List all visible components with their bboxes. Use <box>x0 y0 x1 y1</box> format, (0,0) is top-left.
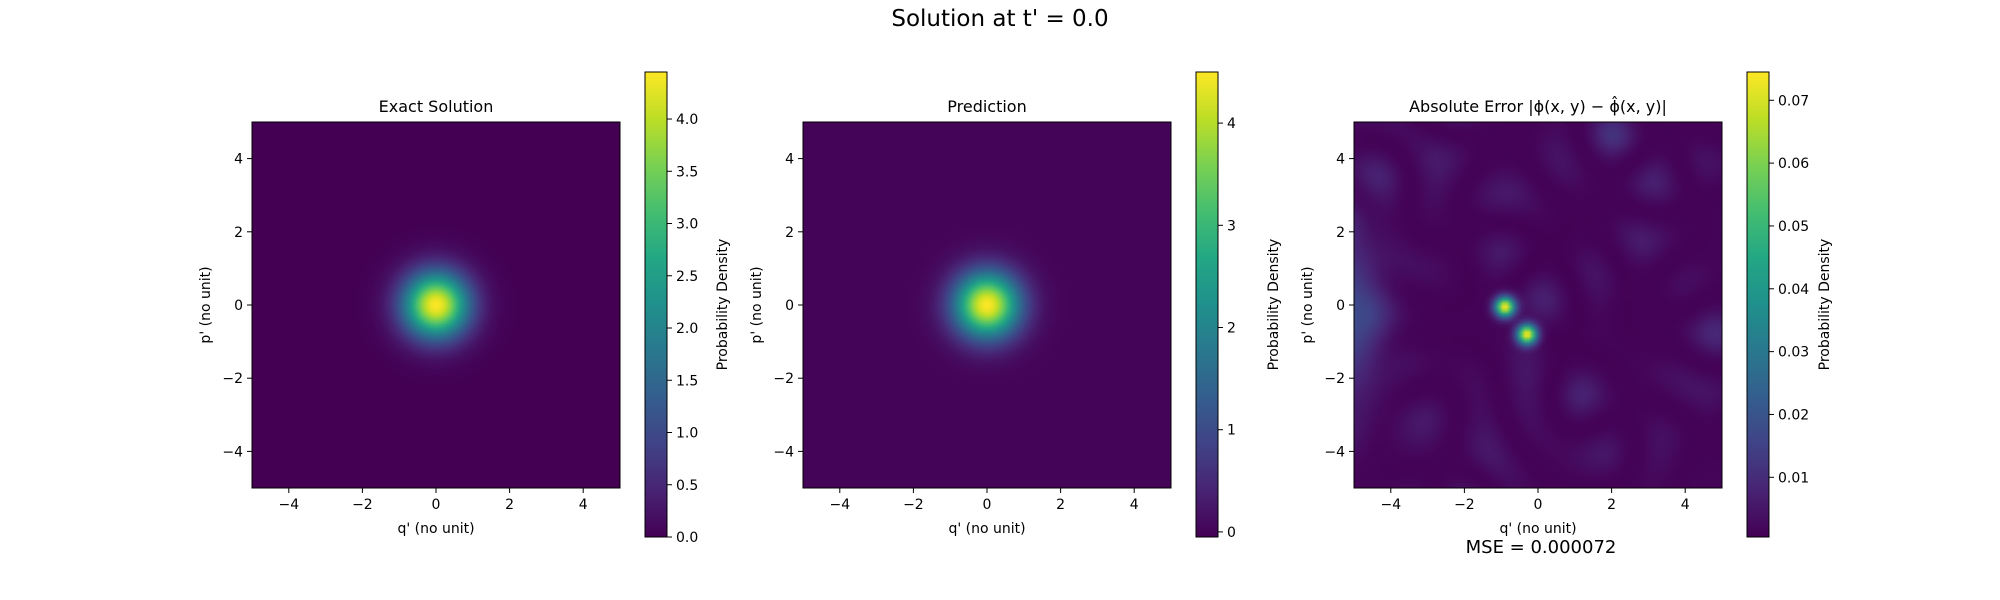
y-tick-label: −4 <box>222 444 243 460</box>
colorbar-tick-label: 2 <box>1227 320 1236 336</box>
x-axis-label: q' (no unit) <box>397 521 474 537</box>
colorbar-label: Probability Density <box>715 239 731 371</box>
x-tick-label: 0 <box>432 497 441 513</box>
x-tick-label: 2 <box>1056 497 1065 513</box>
plot-title: Absolute Error |ϕ(x, y) − ϕ̂(x, y)| <box>1409 96 1667 116</box>
x-tick-label: 4 <box>579 497 588 513</box>
x-tick-label: −4 <box>829 497 850 513</box>
colorbar-tick-label: 0.05 <box>1778 219 1809 235</box>
colorbar-label: Probability Density <box>1817 239 1833 371</box>
y-axis-label: p' (no unit) <box>198 266 214 343</box>
colorbar-label: Probability Density <box>1266 239 1282 371</box>
plot-title: Prediction <box>947 97 1026 116</box>
y-tick-label: 4 <box>1336 152 1345 168</box>
y-tick-label: −2 <box>773 371 794 387</box>
x-axis-label: q' (no unit) <box>948 521 1025 537</box>
x-tick-label: 4 <box>1130 497 1139 513</box>
x-tick-label: −4 <box>278 497 299 513</box>
y-tick-label: 2 <box>785 225 794 241</box>
colorbar-tick-label: 1.5 <box>676 373 698 389</box>
y-tick-label: −2 <box>222 371 243 387</box>
colorbar-tick-label: 4.0 <box>676 112 698 128</box>
y-tick-label: −4 <box>1324 444 1345 460</box>
figure-title: Solution at t' = 0.0 <box>891 6 1109 32</box>
y-tick-label: −4 <box>773 444 794 460</box>
y-tick-label: 4 <box>785 152 794 168</box>
y-tick-label: 0 <box>1336 298 1345 314</box>
x-tick-label: 0 <box>983 497 992 513</box>
chart-panel-1: Exact Solution −4 −2 0 2 4 −4 −2 0 2 4 q' (no unit)… <box>198 71 731 546</box>
colorbar-tick-label: 0.5 <box>676 478 698 494</box>
colorbar-tick-label: 3 <box>1227 218 1236 234</box>
y-tick-label: −2 <box>1324 371 1345 387</box>
colorbar-tick-label: 3.5 <box>676 164 698 180</box>
heatmap-image <box>1354 122 1722 488</box>
chart-panel-2: Prediction −4 −2 0 2 4 −4 −2 0 2 4 q' (no unit) p' (… <box>749 71 1282 541</box>
x-axis-label: q' (no unit) <box>1499 521 1576 537</box>
x-tick-label: −2 <box>352 497 373 513</box>
colorbar-tick-label: 0.0 <box>676 530 698 546</box>
plot-title: Exact Solution <box>379 97 494 116</box>
colorbar <box>644 71 668 538</box>
colorbar-tick-label: 0.07 <box>1778 93 1809 109</box>
y-tick-label: 2 <box>1336 225 1345 241</box>
mse-label: MSE = 0.000072 <box>1465 537 1617 558</box>
y-tick-label: 0 <box>785 298 794 314</box>
colorbar-tick-label: 0.03 <box>1778 345 1809 361</box>
y-tick-label: 4 <box>234 152 243 168</box>
colorbar-tick-label: 4 <box>1227 116 1236 132</box>
y-axis-label: p' (no unit) <box>749 266 765 343</box>
x-tick-label: 4 <box>1681 497 1690 513</box>
colorbar-tick-label: 1.0 <box>676 426 698 442</box>
y-axis-label: p' (no unit) <box>1300 266 1316 343</box>
colorbar-tick-label: 3.0 <box>676 217 698 233</box>
x-tick-label: 2 <box>505 497 514 513</box>
colorbar-tick-label: 0 <box>1227 525 1236 541</box>
x-tick-label: −2 <box>1454 497 1475 513</box>
colorbar <box>1195 71 1219 538</box>
x-tick-label: 2 <box>1607 497 1616 513</box>
y-tick-label: 2 <box>234 225 243 241</box>
x-tick-label: −2 <box>903 497 924 513</box>
heatmap-image <box>252 122 620 488</box>
x-tick-label: −4 <box>1380 497 1401 513</box>
x-tick-label: 0 <box>1534 497 1543 513</box>
heatmap-image <box>803 122 1171 488</box>
colorbar <box>1746 71 1770 538</box>
y-tick-label: 0 <box>234 298 243 314</box>
colorbar-tick-label: 0.01 <box>1778 470 1809 486</box>
colorbar-tick-label: 0.04 <box>1778 282 1809 298</box>
colorbar-tick-label: 0.02 <box>1778 407 1809 423</box>
colorbar-tick-label: 2.0 <box>676 321 698 337</box>
colorbar-tick-label: 1 <box>1227 423 1236 439</box>
colorbar-tick-label: 2.5 <box>676 269 698 285</box>
chart-panel-3: Absolute Error |ϕ(x, y) − ϕ̂(x, y)| −4 −2 0… <box>1300 71 1833 538</box>
colorbar-tick-label: 0.06 <box>1778 156 1809 172</box>
